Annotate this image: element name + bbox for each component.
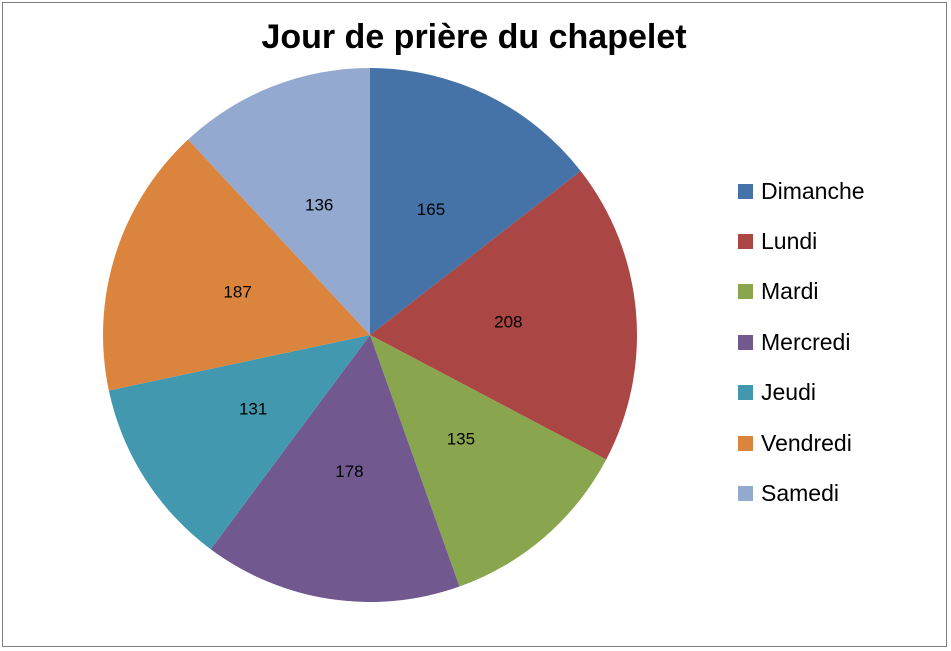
legend-swatch <box>738 334 753 350</box>
pie-slice-mardi <box>370 335 607 587</box>
legend-label: Mercredi <box>761 328 851 355</box>
data-label-lundi: 208 <box>494 312 522 331</box>
data-label-mardi: 135 <box>447 429 475 448</box>
pie-slice-jeudi <box>108 335 370 550</box>
chart-title: Jour de prière du chapelet <box>261 18 687 56</box>
legend-swatch <box>738 486 753 502</box>
legend-label: Dimanche <box>761 177 865 204</box>
legend-swatch <box>738 385 753 401</box>
pie-slice-mercredi <box>210 335 460 602</box>
legend-label: Jeudi <box>761 379 816 406</box>
legend-label: Lundi <box>761 228 818 255</box>
legend-swatch <box>738 234 753 250</box>
legend-item-mardi: Mardi <box>738 267 938 317</box>
legend-label: Samedi <box>761 480 839 507</box>
pie-slice-dimanche <box>370 68 581 335</box>
legend-item-dimanche: Dimanche <box>738 166 938 216</box>
legend-item-vendredi: Vendredi <box>738 418 938 468</box>
legend-item-samedi: Samedi <box>738 468 938 518</box>
legend-swatch <box>738 183 753 199</box>
data-label-jeudi: 131 <box>239 399 267 418</box>
data-label-mercredi: 178 <box>335 462 363 481</box>
legend-swatch <box>738 435 753 451</box>
pie-slice-vendredi <box>103 139 371 391</box>
legend: Dimanche Lundi Mardi Mercredi Jeudi Vendredi S… <box>738 166 938 519</box>
data-label-samedi: 136 <box>305 195 333 214</box>
pie-slice-lundi <box>370 171 637 460</box>
legend-item-lundi: Lundi <box>738 216 938 266</box>
legend-label: Mardi <box>761 278 819 305</box>
data-label-dimanche: 165 <box>417 200 445 219</box>
legend-item-mercredi: Mercredi <box>738 317 938 367</box>
legend-swatch <box>738 284 753 300</box>
data-label-vendredi: 187 <box>223 283 251 302</box>
legend-label: Vendredi <box>761 429 852 456</box>
legend-item-jeudi: Jeudi <box>738 368 938 418</box>
pie-slice-samedi <box>188 68 370 335</box>
